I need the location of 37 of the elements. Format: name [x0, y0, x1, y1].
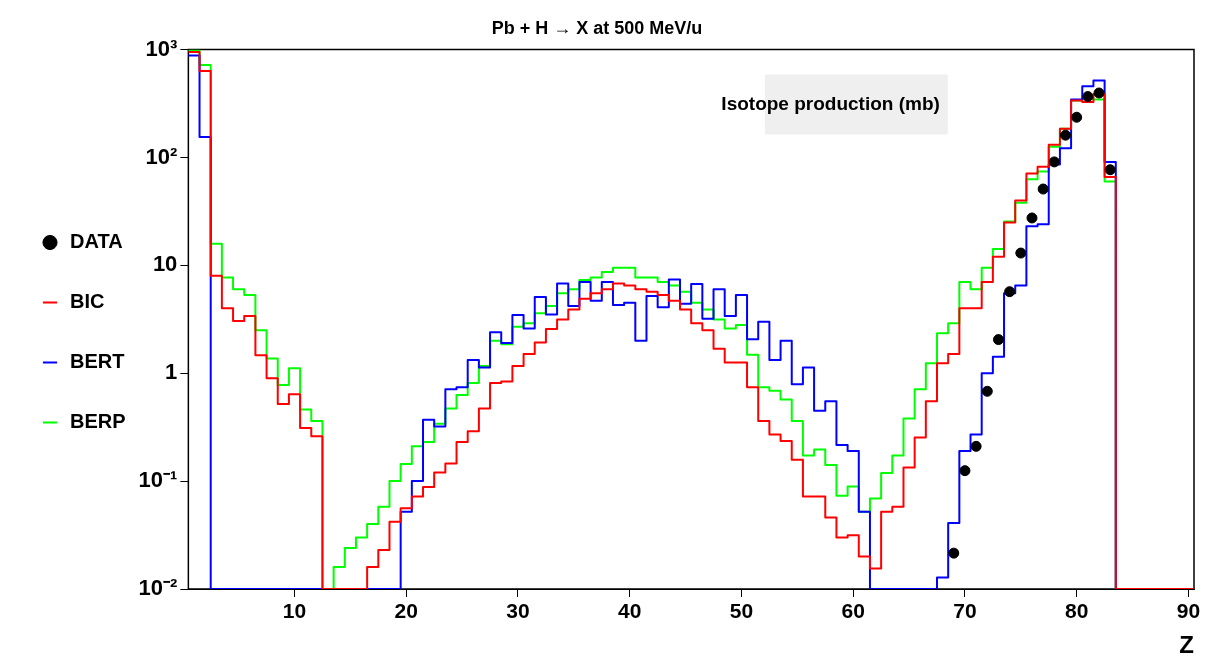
- chart-title: Pb + H → X at 500 MeV/u: [491, 17, 703, 38]
- y-tick-label: 1: [165, 359, 178, 385]
- point: [959, 465, 971, 477]
- y-tick-label: 10⁻¹: [138, 467, 178, 493]
- point: [970, 440, 982, 452]
- x-tick-label: 30: [506, 599, 530, 623]
- y-tick-label: 10: [152, 251, 178, 277]
- x-tick-label: 70: [953, 599, 977, 623]
- x-tick-label: 10: [282, 599, 307, 623]
- y-tick-label: 10³: [145, 35, 178, 61]
- point: [1048, 156, 1060, 168]
- point: [1026, 212, 1038, 224]
- point: [948, 547, 960, 559]
- point: [1093, 87, 1105, 99]
- x-tick-label: 60: [841, 599, 865, 623]
- x-axis-title: Z: [1179, 631, 1194, 659]
- point: [1037, 183, 1049, 195]
- legend-label: DATA: [70, 230, 123, 253]
- x-tick-label: 50: [729, 599, 754, 623]
- point: [1015, 247, 1027, 259]
- y-tick-label: 10⁻²: [138, 575, 178, 601]
- x-tick-label: 20: [394, 599, 418, 623]
- x-tick-label: 90: [1176, 599, 1201, 623]
- x-tick-label: 40: [618, 599, 642, 623]
- legend-label: BERT: [70, 350, 125, 373]
- annotation: Isotope production (mb): [721, 92, 940, 114]
- x-tick-label: 80: [1065, 599, 1089, 623]
- legend-label: BERP: [70, 410, 126, 433]
- point: [1082, 91, 1094, 103]
- point: [981, 385, 993, 397]
- point: [992, 334, 1004, 346]
- point: [1104, 164, 1116, 176]
- point: [1004, 286, 1016, 298]
- point: [1071, 111, 1083, 123]
- point: [1060, 129, 1071, 141]
- legend-label: BIC: [70, 290, 105, 313]
- y-tick-label: 10²: [145, 143, 178, 169]
